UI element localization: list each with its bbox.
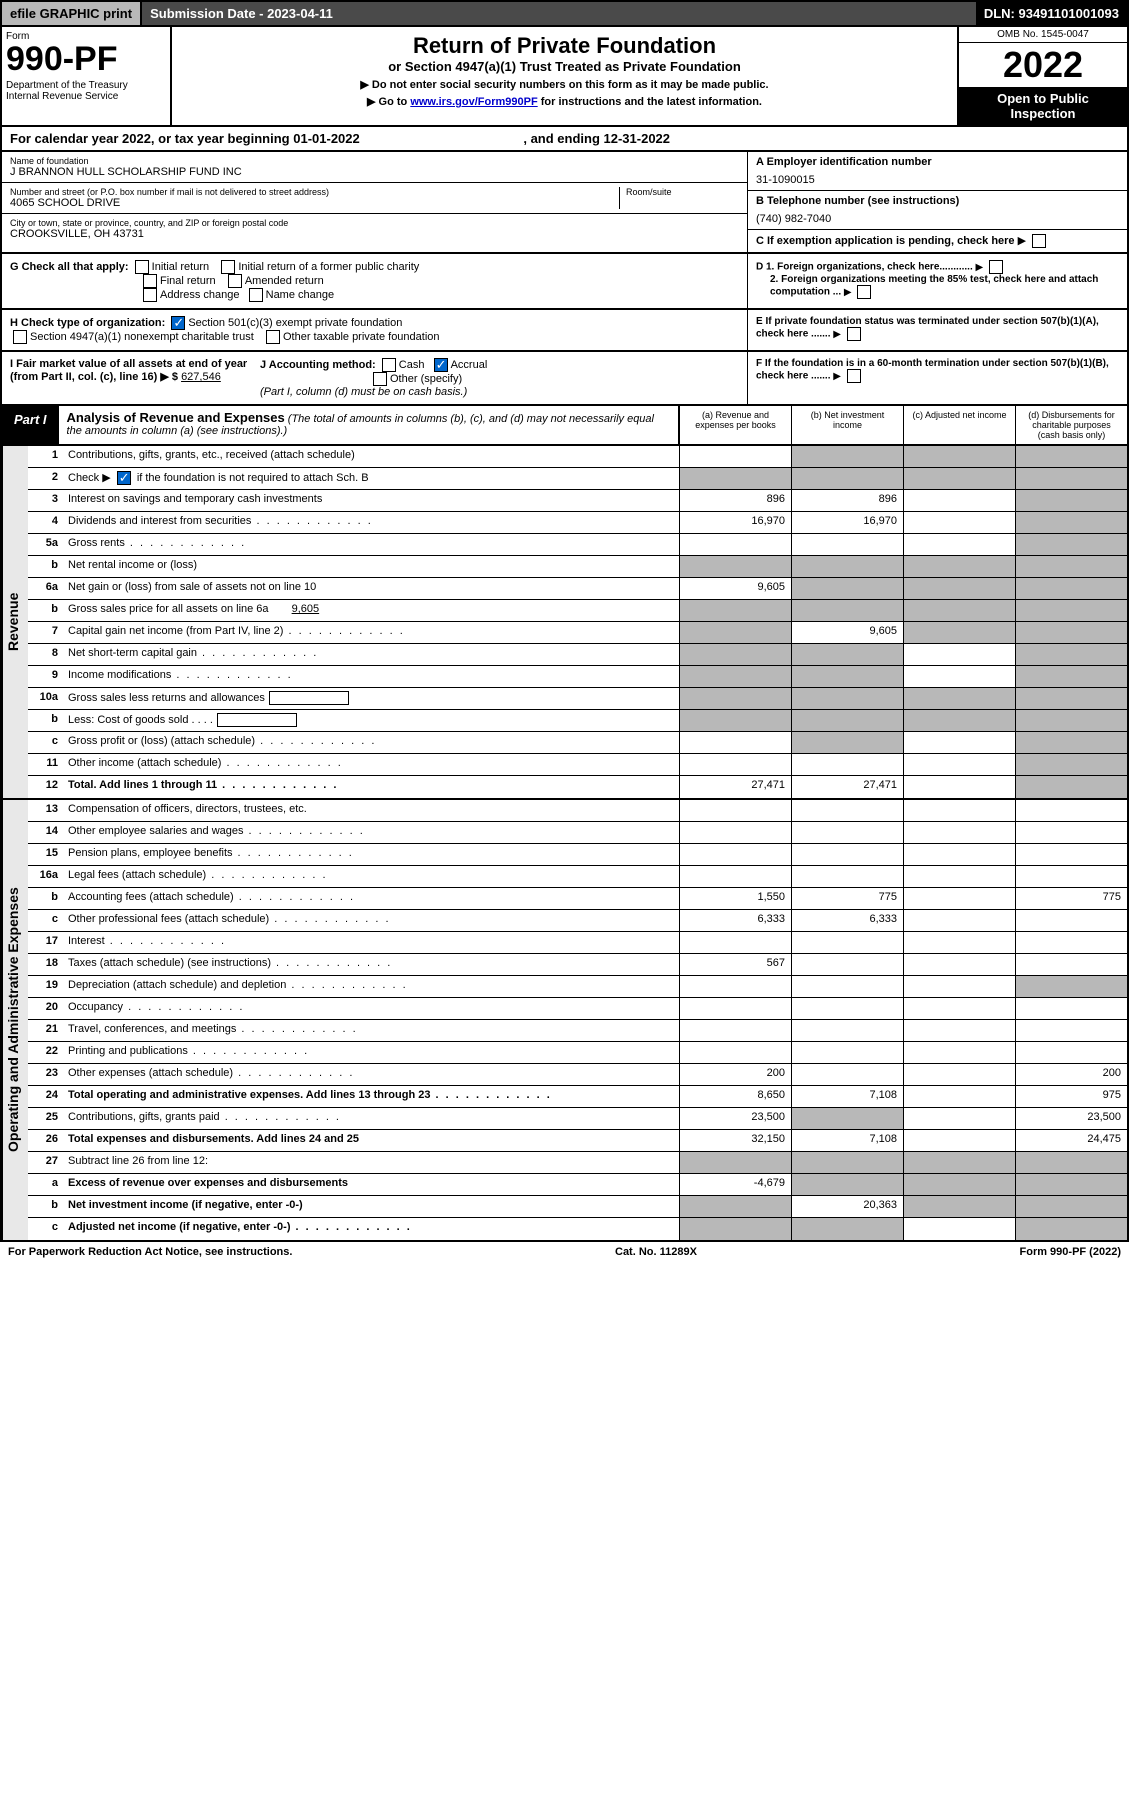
j-other-checkbox[interactable] — [373, 372, 387, 386]
city-state-zip: CROOKSVILLE, OH 43731 — [10, 228, 739, 240]
d2-label: 2. Foreign organizations meeting the 85%… — [770, 274, 1098, 298]
j-cash-checkbox[interactable] — [382, 358, 396, 372]
j-label: J Accounting method: — [260, 359, 376, 371]
city-label: City or town, state or province, country… — [10, 218, 739, 228]
check-section-h: H Check type of organization: Section 50… — [0, 310, 1129, 352]
instruction-2: ▶ Go to www.irs.gov/Form990PF for instru… — [178, 95, 951, 108]
form-number: 990-PF — [6, 42, 166, 76]
org-info: Name of foundation J BRANNON HULL SCHOLA… — [0, 152, 1129, 254]
f-label: F If the foundation is in a 60-month ter… — [756, 358, 1109, 382]
expenses-table: Operating and Administrative Expenses 13… — [0, 800, 1129, 1242]
instruction-1: ▶ Do not enter social security numbers o… — [178, 78, 951, 91]
tel-label: B Telephone number (see instructions) — [756, 195, 1119, 207]
e-label: E If private foundation status was termi… — [756, 316, 1099, 340]
g-address-checkbox[interactable] — [143, 288, 157, 302]
col-b-header: (b) Net investment income — [791, 406, 903, 444]
top-bar: efile GRAPHIC print Submission Date - 20… — [0, 0, 1129, 27]
e-checkbox[interactable] — [847, 327, 861, 341]
name-label: Name of foundation — [10, 156, 739, 166]
col-a-header: (a) Revenue and expenses per books — [679, 406, 791, 444]
dept-treasury: Department of the Treasury Internal Reve… — [6, 80, 166, 102]
h-other-checkbox[interactable] — [266, 330, 280, 344]
form-subtitle: or Section 4947(a)(1) Trust Treated as P… — [178, 59, 951, 74]
open-public: Open to Public Inspection — [959, 87, 1127, 125]
d1-checkbox[interactable] — [989, 260, 1003, 274]
efile-print-button[interactable]: efile GRAPHIC print — [2, 2, 142, 25]
fmv-value: 627,546 — [181, 371, 221, 383]
ein: 31-1090015 — [756, 174, 1119, 186]
c-label: C If exemption application is pending, c… — [756, 235, 1015, 247]
col-d-header: (d) Disbursements for charitable purpose… — [1015, 406, 1127, 444]
room-label: Room/suite — [626, 187, 739, 197]
form-ref: Form 990-PF (2022) — [1020, 1246, 1121, 1258]
submission-date: Submission Date - 2023-04-11 — [142, 2, 976, 25]
dln: DLN: 93491101001093 — [976, 2, 1127, 25]
col-c-header: (c) Adjusted net income — [903, 406, 1015, 444]
omb-number: OMB No. 1545-0047 — [959, 27, 1127, 43]
check-section-g: G Check all that apply: Initial return I… — [0, 254, 1129, 310]
part1-tag: Part I — [2, 406, 59, 444]
tax-year: 2022 — [959, 43, 1127, 87]
part1-header: Part I Analysis of Revenue and Expenses … — [0, 406, 1129, 446]
d2-checkbox[interactable] — [857, 285, 871, 299]
c-checkbox[interactable] — [1032, 234, 1046, 248]
form-title: Return of Private Foundation — [178, 33, 951, 59]
check-section-ij: I Fair market value of all assets at end… — [0, 352, 1129, 406]
g-amended-checkbox[interactable] — [228, 274, 242, 288]
h-501c3-checkbox[interactable] — [171, 316, 185, 330]
street-address: 4065 SCHOOL DRIVE — [10, 197, 619, 209]
ein-label: A Employer identification number — [756, 156, 1119, 168]
g-name-checkbox[interactable] — [249, 288, 263, 302]
revenue-side-label: Revenue — [2, 446, 28, 798]
j-note: (Part I, column (d) must be on cash basi… — [260, 386, 467, 398]
h-label: H Check type of organization: — [10, 317, 165, 329]
f-checkbox[interactable] — [847, 369, 861, 383]
g-initial-former-checkbox[interactable] — [221, 260, 235, 274]
d1-label: D 1. Foreign organizations, check here..… — [756, 262, 973, 273]
h-4947-checkbox[interactable] — [13, 330, 27, 344]
cat-no: Cat. No. 11289X — [615, 1246, 697, 1258]
g-label: G Check all that apply: — [10, 261, 129, 273]
irs-link[interactable]: www.irs.gov/Form990PF — [410, 96, 537, 108]
j-accrual-checkbox[interactable] — [434, 358, 448, 372]
telephone: (740) 982-7040 — [756, 213, 1119, 225]
addr-label: Number and street (or P.O. box number if… — [10, 187, 619, 197]
form-header: Form 990-PF Department of the Treasury I… — [0, 27, 1129, 127]
g-final-checkbox[interactable] — [143, 274, 157, 288]
footer: For Paperwork Reduction Act Notice, see … — [0, 1242, 1129, 1262]
paperwork-notice: For Paperwork Reduction Act Notice, see … — [8, 1246, 292, 1258]
g-initial-checkbox[interactable] — [135, 260, 149, 274]
foundation-name: J BRANNON HULL SCHOLARSHIP FUND INC — [10, 166, 739, 178]
expenses-side-label: Operating and Administrative Expenses — [2, 800, 28, 1240]
revenue-table: Revenue 1Contributions, gifts, grants, e… — [0, 446, 1129, 800]
calendar-year-row: For calendar year 2022, or tax year begi… — [0, 127, 1129, 152]
part1-title: Analysis of Revenue and Expenses — [67, 410, 285, 425]
schb-checkbox[interactable] — [117, 471, 131, 485]
